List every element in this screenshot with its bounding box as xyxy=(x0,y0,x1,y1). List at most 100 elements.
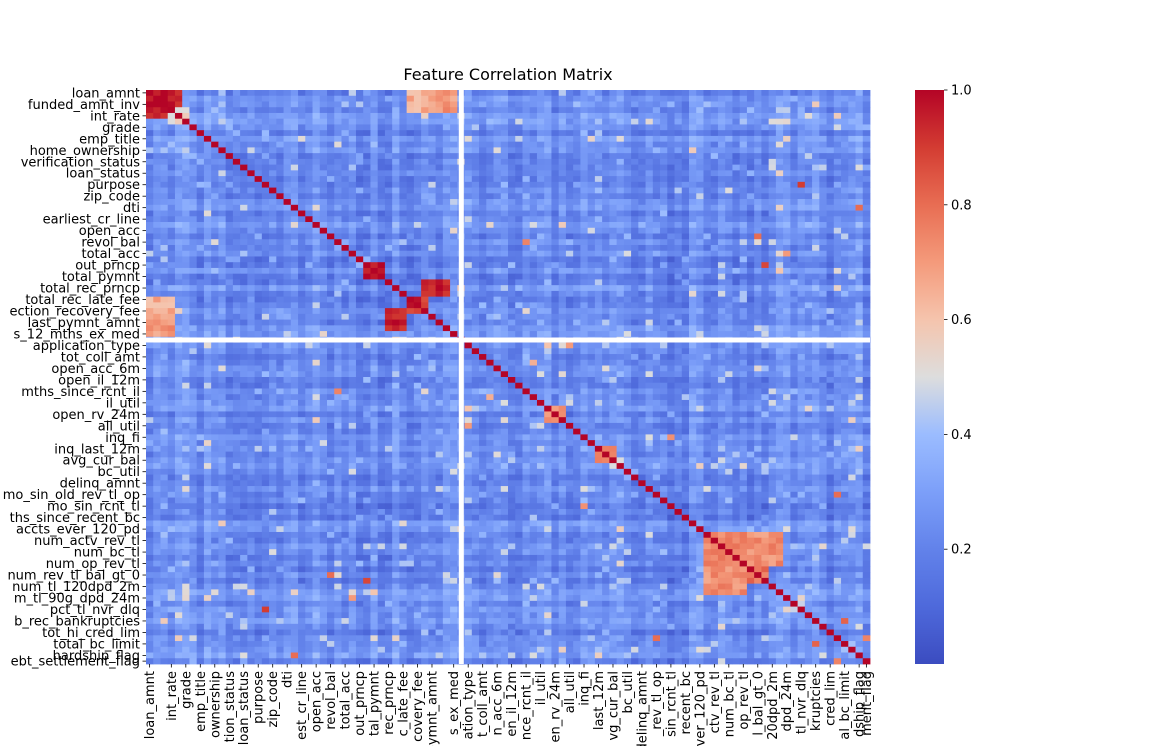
heatmap-cell xyxy=(768,210,777,217)
heatmap-cell xyxy=(862,147,871,154)
heatmap-cell xyxy=(218,112,227,120)
heatmap-cell xyxy=(450,348,458,355)
heatmap-cell xyxy=(479,239,487,246)
heatmap-cell xyxy=(493,222,502,229)
heatmap-cell xyxy=(573,90,581,97)
heatmap-cell xyxy=(508,250,516,257)
heatmap-cell xyxy=(587,319,596,326)
heatmap-cell xyxy=(551,348,560,355)
heatmap-cell xyxy=(855,267,864,275)
heatmap-cell xyxy=(812,342,820,349)
heatmap-cell xyxy=(768,239,777,246)
heatmap-cell xyxy=(609,325,617,332)
heatmap-cell xyxy=(305,279,313,286)
heatmap-cell xyxy=(819,296,827,303)
heatmap-cell xyxy=(240,227,248,234)
heatmap-cell xyxy=(602,239,610,246)
heatmap-cell xyxy=(421,365,429,372)
heatmap-cell xyxy=(797,239,806,246)
heatmap-cell xyxy=(544,273,552,280)
heatmap-cell xyxy=(413,187,422,194)
heatmap-cell xyxy=(536,313,545,320)
heatmap-cell xyxy=(392,176,400,183)
heatmap-cell xyxy=(435,158,444,166)
heatmap-cell xyxy=(833,199,842,206)
heatmap-cell xyxy=(689,227,697,234)
heatmap-cell xyxy=(254,130,263,137)
heatmap-cell xyxy=(667,107,675,114)
heatmap-cell xyxy=(479,193,487,200)
heatmap-cell xyxy=(754,107,762,114)
heatmap-cell xyxy=(710,267,719,275)
heatmap-cell xyxy=(609,308,617,315)
heatmap-cell xyxy=(754,285,762,292)
heatmap-cell xyxy=(442,227,451,234)
heatmap-cell xyxy=(225,153,234,160)
heatmap-cell xyxy=(660,233,668,240)
heatmap-cell xyxy=(710,90,719,97)
heatmap-cell xyxy=(500,187,509,194)
heatmap-cell xyxy=(841,325,849,332)
heatmap-cell xyxy=(298,181,306,188)
heatmap-cell xyxy=(283,239,292,246)
heatmap-cell xyxy=(645,354,654,361)
heatmap-cell xyxy=(334,313,342,320)
heatmap-cell xyxy=(435,256,444,263)
heatmap-cell xyxy=(196,90,205,97)
heatmap-cell xyxy=(573,112,581,120)
heatmap-cell xyxy=(819,112,827,120)
heatmap-cell xyxy=(377,279,386,286)
heatmap-cell xyxy=(305,365,313,372)
heatmap-cell xyxy=(536,250,545,257)
heatmap-cell xyxy=(536,222,545,229)
heatmap-cell xyxy=(247,227,255,234)
heatmap-cell xyxy=(298,130,306,137)
heatmap-cell xyxy=(146,187,154,194)
heatmap-cell xyxy=(261,250,270,257)
heatmap-cell xyxy=(609,262,617,269)
heatmap-cell xyxy=(696,262,704,269)
heatmap-cell xyxy=(631,319,639,326)
heatmap-cell xyxy=(667,130,675,137)
heatmap-cell xyxy=(652,354,661,361)
heatmap-cell xyxy=(681,308,690,315)
heatmap-cell xyxy=(355,222,364,229)
heatmap-cell xyxy=(464,153,473,160)
heatmap-cell xyxy=(341,222,350,229)
heatmap-cell xyxy=(428,244,436,252)
heatmap-cell xyxy=(522,176,531,183)
heatmap-cell xyxy=(775,135,784,143)
heatmap-cell xyxy=(638,371,646,378)
heatmap-cell xyxy=(399,124,408,131)
heatmap-cell xyxy=(739,325,748,332)
heatmap-cell xyxy=(298,210,306,217)
heatmap-cell xyxy=(189,273,198,280)
heatmap-cell xyxy=(717,256,726,263)
heatmap-cell xyxy=(746,313,755,320)
heatmap-cell xyxy=(327,279,335,286)
heatmap-cell xyxy=(638,193,646,200)
heatmap-cell xyxy=(261,153,270,160)
heatmap-cell xyxy=(355,365,364,372)
heatmap-cell xyxy=(862,153,871,160)
heatmap-cell xyxy=(602,118,610,125)
heatmap-cell xyxy=(370,141,379,148)
heatmap-cell xyxy=(182,319,190,326)
heatmap-cell xyxy=(225,222,234,229)
heatmap-cell xyxy=(167,308,176,315)
heatmap-cell xyxy=(355,348,364,355)
heatmap-cell xyxy=(406,354,415,361)
heatmap-cell xyxy=(399,181,408,188)
heatmap-cell xyxy=(536,130,545,137)
heatmap-cell xyxy=(631,227,639,234)
heatmap-cell xyxy=(616,141,625,148)
heatmap-cell xyxy=(254,290,263,298)
heatmap-cell xyxy=(399,331,408,338)
heatmap-cell xyxy=(493,250,502,257)
heatmap-cell xyxy=(428,227,436,234)
heatmap-cell xyxy=(298,308,306,315)
heatmap-cell xyxy=(182,141,190,148)
heatmap-cell xyxy=(341,216,350,223)
heatmap-cell xyxy=(399,130,408,137)
heatmap-cell xyxy=(652,244,661,252)
